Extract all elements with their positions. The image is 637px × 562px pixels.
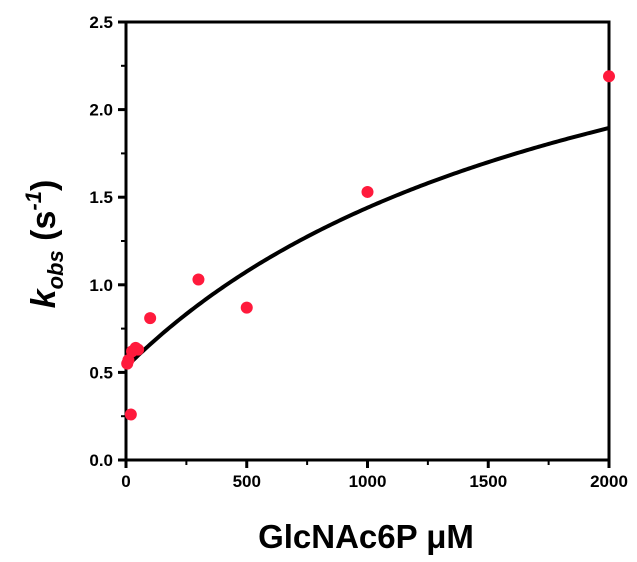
y-tick-label: 0.5: [89, 363, 113, 382]
data-point: [603, 70, 615, 83]
chart-ticks: 0 500 1000 1500 2000 0.0 0.5 1.0 1.5 2.0 2.5: [89, 13, 628, 491]
data-point: [124, 408, 137, 421]
y-tick-label: 2.0: [89, 101, 113, 120]
data-point: [144, 312, 157, 325]
x-tick-label: 0: [121, 472, 130, 491]
y-axis-title: kobs (s-1): [21, 180, 68, 309]
x-tick-label: 1000: [349, 472, 387, 491]
x-tick-label: 1500: [469, 472, 507, 491]
data-points: [121, 70, 615, 421]
y-axis-title-base: k: [25, 287, 63, 308]
y-tick-label: 1.0: [89, 276, 113, 295]
x-axis-title: GlcNAc6P μM: [258, 518, 474, 555]
data-point: [192, 273, 205, 286]
fit-curve-group: [124, 126, 610, 369]
y-axis-title-unit: (s: [25, 211, 63, 251]
y-axis-title-subscript: obs: [43, 250, 68, 289]
data-point: [361, 185, 374, 198]
y-axis-title-unit-sup: -1: [21, 191, 46, 211]
y-tick-label: 2.5: [89, 13, 113, 32]
x-tick-label: 2000: [590, 472, 628, 491]
y-tick-label: 1.5: [89, 188, 113, 207]
y-axis-title-unit-close: ): [25, 180, 63, 191]
x-tick-label: 500: [233, 472, 261, 491]
plot-frame: [124, 20, 611, 462]
data-point: [240, 301, 253, 314]
data-point: [132, 343, 145, 356]
fit-curve: [124, 126, 610, 369]
y-tick-label: 0.0: [89, 451, 113, 470]
chart-axes: [124, 20, 611, 462]
